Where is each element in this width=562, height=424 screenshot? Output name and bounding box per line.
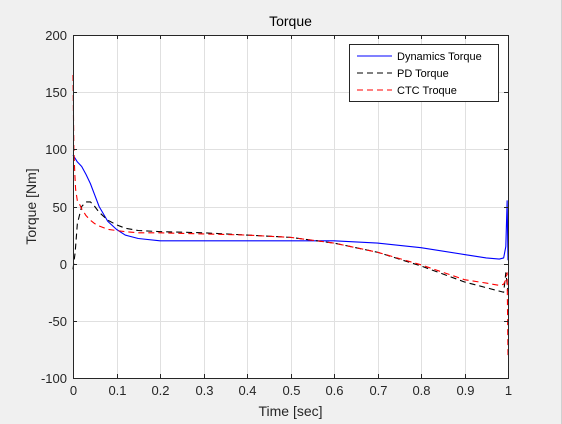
y-axis-label: Torque [Nm] bbox=[23, 168, 39, 244]
y-tick-label: 100 bbox=[45, 142, 67, 157]
x-tick-label: 0.8 bbox=[412, 383, 430, 398]
legend: Dynamics Torque PD Torque CTC Troque bbox=[349, 44, 499, 102]
x-tick-label: 0.5 bbox=[282, 383, 300, 398]
y-tick-label: 0 bbox=[60, 257, 67, 272]
x-tick-label: 0.7 bbox=[369, 383, 387, 398]
x-tick-label: 0 bbox=[70, 383, 77, 398]
series-line-pd-torque bbox=[72, 201, 509, 293]
y-tick-label: -50 bbox=[48, 314, 67, 329]
x-tick-label: 0.1 bbox=[108, 383, 126, 398]
x-axis-label: Time [sec] bbox=[258, 403, 322, 419]
chart-title: Torque bbox=[269, 13, 312, 29]
tick-marks bbox=[73, 35, 509, 379]
series-layer bbox=[72, 75, 509, 356]
y-tick-label: -100 bbox=[41, 371, 67, 386]
x-tick-label: 0.9 bbox=[456, 383, 474, 398]
legend-label-ctc-troque: CTC Troque bbox=[397, 85, 457, 97]
y-tick-label: 150 bbox=[45, 85, 67, 100]
legend-label-pd-torque: PD Torque bbox=[397, 68, 449, 80]
x-tick-label: 0.3 bbox=[195, 383, 213, 398]
legend-box bbox=[349, 44, 499, 102]
x-tick-labels: 0 0.1 0.2 0.3 0.4 0.5 0.6 0.7 0.8 0.9 1 bbox=[70, 383, 512, 398]
y-tick-labels: -100 -50 0 50 100 150 200 bbox=[41, 28, 67, 386]
y-tick-label: 50 bbox=[53, 200, 67, 215]
x-tick-label: 0.6 bbox=[325, 383, 343, 398]
x-tick-label: 0.4 bbox=[238, 383, 256, 398]
y-tick-label: 200 bbox=[45, 28, 67, 43]
legend-label-dynamics-torque: Dynamics Torque bbox=[397, 51, 482, 63]
x-tick-label: 0.2 bbox=[151, 383, 169, 398]
x-tick-label: 1 bbox=[505, 383, 512, 398]
series-line-dynamics-torque bbox=[72, 154, 509, 261]
